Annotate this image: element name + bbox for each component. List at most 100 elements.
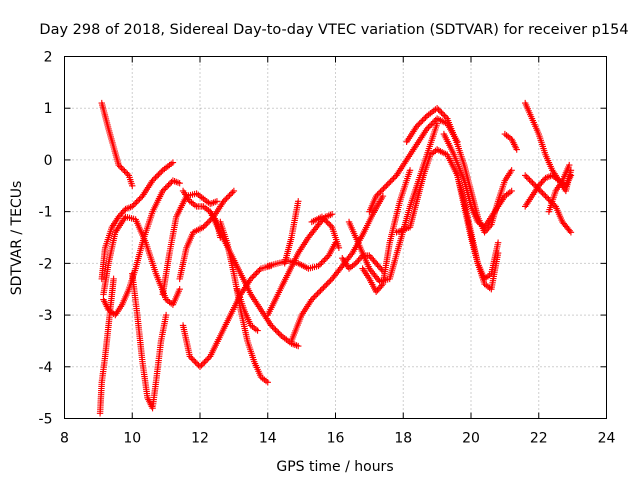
y-tick-label: 2	[44, 50, 53, 66]
data-point	[539, 189, 546, 197]
data-point	[254, 268, 262, 275]
data-point	[121, 167, 128, 175]
data-point	[355, 257, 362, 264]
series-track-2	[98, 159, 177, 283]
series-track-11	[206, 208, 302, 350]
series-track-21	[359, 167, 414, 295]
series-track-1	[98, 99, 136, 189]
data-point	[295, 198, 302, 205]
data-point	[524, 175, 532, 182]
data-point	[193, 360, 201, 368]
data-points	[96, 99, 575, 417]
data-point	[513, 146, 520, 153]
data-point	[417, 118, 425, 126]
data-point	[537, 188, 545, 195]
data-point	[387, 178, 394, 185]
data-point	[276, 331, 284, 338]
x-tick-label: 8	[60, 431, 69, 447]
data-point	[169, 159, 177, 166]
data-point	[372, 260, 380, 267]
data-point	[508, 167, 515, 174]
data-point	[221, 196, 229, 204]
x-tick-label: 16	[327, 431, 345, 447]
data-point	[159, 187, 166, 195]
data-point	[324, 219, 331, 226]
data-point	[190, 357, 198, 365]
data-point	[367, 253, 374, 261]
data-point	[124, 170, 131, 178]
y-axis-label: SDTVAR / TECUs	[9, 181, 25, 296]
data-point	[378, 282, 385, 289]
data-point	[535, 185, 542, 192]
x-tick-label: 20	[462, 431, 480, 447]
data-point	[326, 278, 333, 286]
data-point	[272, 326, 279, 334]
data-point	[321, 283, 329, 290]
data-point	[372, 288, 380, 295]
data-point	[321, 256, 328, 264]
x-tick-label: 22	[530, 431, 548, 447]
data-point	[267, 322, 275, 329]
data-point	[256, 266, 263, 274]
data-point	[423, 125, 431, 133]
data-point	[375, 263, 383, 270]
y-tick-label: 1	[44, 101, 53, 117]
data-point	[316, 219, 324, 227]
data-point	[435, 106, 442, 113]
data-point	[162, 184, 169, 192]
data-point	[390, 175, 397, 182]
data-point	[130, 201, 137, 209]
series-track-15	[264, 239, 339, 272]
data-point	[386, 179, 393, 187]
data-point	[378, 187, 386, 194]
data-point	[353, 258, 361, 266]
data-point	[543, 194, 551, 201]
data-point	[155, 171, 162, 178]
data-point	[308, 296, 315, 303]
data-point	[567, 229, 575, 236]
data-point	[371, 258, 378, 266]
data-point	[538, 179, 545, 186]
data-point	[116, 163, 124, 170]
series-track-16	[281, 198, 302, 267]
data-point	[150, 175, 158, 183]
data-point	[377, 264, 384, 272]
data-point	[137, 194, 145, 201]
data-point	[176, 286, 183, 293]
data-point	[413, 123, 420, 130]
data-point	[532, 182, 539, 189]
series-track-28	[501, 130, 520, 153]
series-track-27	[454, 172, 502, 283]
data-point	[374, 191, 381, 198]
data-point	[318, 213, 326, 221]
data-point	[324, 253, 331, 261]
x-tick-label: 12	[191, 431, 209, 447]
data-point	[133, 198, 140, 206]
y-tick-label: -3	[39, 308, 53, 324]
data-point	[384, 181, 391, 188]
data-point	[131, 200, 139, 207]
data-point	[201, 359, 208, 366]
series-track-17	[308, 213, 343, 252]
data-point	[153, 172, 161, 180]
data-point	[205, 354, 212, 362]
data-point	[230, 187, 238, 195]
data-point	[366, 252, 373, 259]
data-point	[115, 161, 122, 169]
data-point	[201, 222, 209, 229]
x-tick-label: 14	[259, 431, 277, 447]
data-point	[269, 323, 276, 331]
data-point	[134, 197, 142, 204]
data-point	[310, 294, 317, 302]
data-point	[200, 223, 207, 231]
data-point	[388, 176, 396, 184]
data-point	[226, 192, 233, 199]
data-point	[204, 356, 211, 363]
series-track-23	[393, 146, 441, 236]
data-point	[567, 167, 575, 174]
data-point	[374, 261, 381, 269]
data-point	[314, 290, 321, 297]
data-point	[315, 288, 323, 296]
data-point	[406, 167, 414, 174]
data-point	[275, 329, 282, 337]
